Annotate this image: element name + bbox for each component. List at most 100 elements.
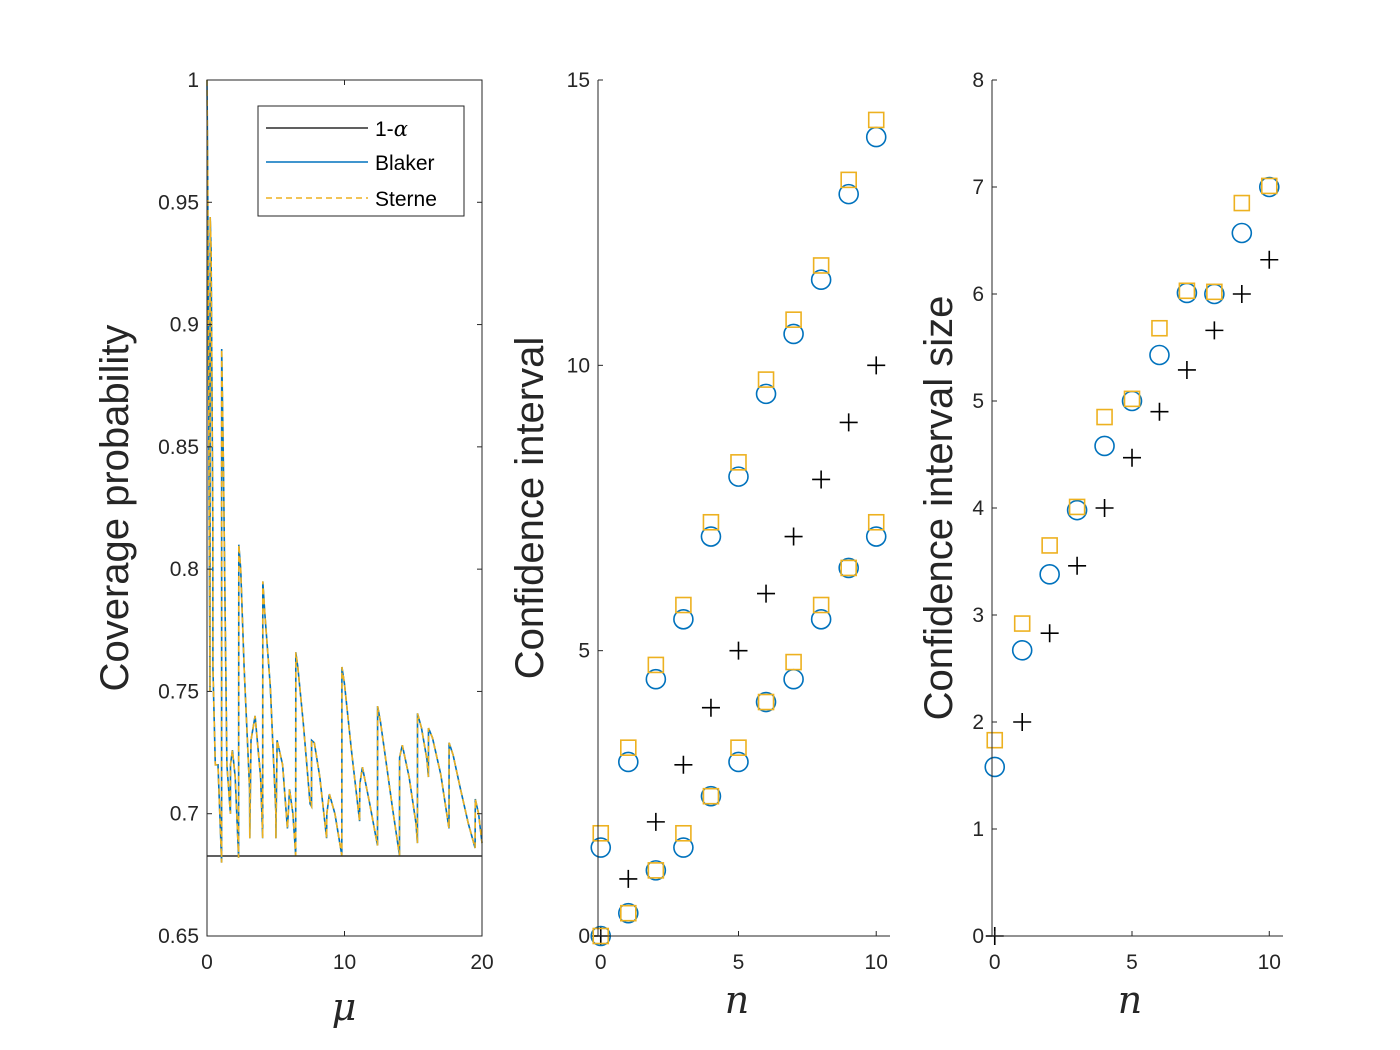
marker-blaker-circle (700, 785, 722, 807)
marker-nominal-plus (1040, 624, 1059, 643)
y-tick-label: 0.75 (158, 680, 199, 703)
marker-sterne-square (812, 257, 830, 274)
marker-blaker-circle (1039, 564, 1060, 585)
y-tick-label: 0.9 (170, 314, 199, 337)
marker-blaker-circle (1258, 176, 1280, 198)
marker-blaker-circle (728, 751, 749, 773)
marker-sterne-square (986, 731, 1004, 749)
marker-sterne-square (757, 693, 775, 711)
marker-blaker-circle (1066, 499, 1088, 521)
legend-label-nominal-prefix: 1- (375, 118, 394, 141)
marker-sterne-square (785, 653, 802, 671)
y-tick-label: 0.95 (158, 191, 199, 214)
coverage-x-ticks: 0 10 20 (201, 80, 494, 974)
marker-sterne-square (620, 739, 637, 756)
y-tick-label: 0.7 (170, 803, 199, 826)
marker-blaker-circle (984, 756, 1006, 778)
size-y-ticks: 0 1 2 3 4 5 6 7 8 (972, 69, 997, 948)
y-tick-label: 10 (567, 354, 590, 377)
marker-sterne-square (730, 739, 747, 756)
coverage-y-axis-label: Coverage probability (93, 325, 137, 692)
marker-nominal-plus (1013, 713, 1032, 731)
marker-blaker-circle (673, 608, 694, 630)
marker-sterne-square (730, 454, 747, 471)
marker-sterne-square (592, 824, 610, 842)
marker-sterne-square (1260, 177, 1278, 195)
coverage-legend: 1-α Blaker Sterne (257, 105, 465, 217)
marker-nominal-plus (812, 470, 831, 489)
x-tick-label: 0 (201, 951, 213, 974)
marker-blaker-circle (810, 608, 832, 630)
x-tick-label: 10 (865, 951, 888, 974)
y-tick-label: 6 (972, 283, 984, 306)
marker-sterne-square (1096, 408, 1113, 426)
y-tick-label: 5 (972, 390, 984, 413)
marker-sterne-square (1013, 615, 1031, 632)
legend-label-blaker: Blaker (375, 152, 435, 175)
marker-sterne-square (1123, 390, 1141, 408)
marker-blaker-circle (865, 526, 887, 547)
marker-nominal-plus (701, 698, 720, 717)
marker-blaker-circle (783, 323, 804, 345)
marker-nominal-plus (784, 527, 803, 546)
marker-sterne-square (1151, 319, 1168, 337)
series-line-sterne (206, 79, 483, 863)
x-tick-label: 0 (989, 951, 1001, 974)
marker-blaker-circle (618, 902, 639, 924)
marker-blaker-circle (755, 691, 777, 713)
marker-sterne-square (620, 904, 637, 922)
marker-nominal-plus (1205, 321, 1224, 340)
x-tick-label: 5 (733, 951, 745, 974)
marker-nominal-plus (729, 641, 748, 660)
marker-sterne-square (1068, 498, 1086, 516)
size-x-axis-label: n (1118, 978, 1142, 1022)
marker-sterne-square (840, 171, 857, 189)
marker-sterne-square (1206, 283, 1223, 301)
interval-x-axis-label: n (725, 978, 749, 1022)
marker-nominal-plus (619, 869, 638, 888)
marker-blaker-circle (645, 860, 667, 881)
coverage-x-axis-label: μ (332, 985, 357, 1029)
y-tick-label: 0.8 (170, 558, 199, 581)
marker-blaker-circle (590, 837, 612, 858)
marker-nominal-plus (1260, 250, 1279, 269)
legend-label-nominal: 1-α (375, 117, 408, 141)
marker-sterne-square (702, 787, 720, 805)
interval-plot-area (590, 111, 887, 947)
marker-blaker-circle (838, 183, 859, 205)
legend-label-sterne: Sterne (375, 188, 437, 211)
marker-nominal-plus (1232, 285, 1251, 303)
x-tick-label: 20 (470, 951, 493, 974)
y-tick-label: 5 (578, 640, 590, 663)
marker-nominal-plus (646, 812, 665, 831)
marker-blaker-circle (865, 126, 887, 148)
marker-sterne-square (647, 862, 665, 879)
marker-blaker-circle (1094, 435, 1115, 457)
y-tick-label: 0 (972, 925, 984, 948)
marker-sterne-square (1233, 194, 1251, 212)
size-y-axis-label: Confidence interval size (917, 296, 961, 721)
marker-blaker-circle (1176, 282, 1198, 304)
marker-blaker-circle (783, 668, 804, 690)
marker-sterne-square (702, 513, 720, 531)
marker-blaker-circle (1231, 222, 1253, 244)
marker-nominal-plus (757, 584, 776, 603)
marker-blaker-circle (1011, 640, 1033, 661)
coverage-y-ticks: 0.65 0.7 0.75 0.8 0.85 0.9 0.95 1 (158, 69, 482, 948)
marker-sterne-square (840, 559, 857, 577)
marker-nominal-plus (674, 755, 693, 774)
interval-y-axis-label: Confidence interval (508, 337, 552, 679)
y-tick-label: 4 (972, 497, 984, 520)
marker-nominal-plus (1123, 448, 1142, 467)
marker-blaker-circle (700, 526, 722, 547)
x-tick-label: 10 (1258, 951, 1281, 974)
marker-blaker-circle (838, 557, 859, 579)
marker-sterne-square (812, 596, 830, 614)
marker-sterne-square (785, 311, 802, 328)
marker-sterne-square (675, 596, 692, 614)
size-x-ticks: 0 5 10 (989, 931, 1281, 974)
marker-blaker-circle (755, 383, 777, 405)
marker-sterne-square (1178, 282, 1196, 300)
